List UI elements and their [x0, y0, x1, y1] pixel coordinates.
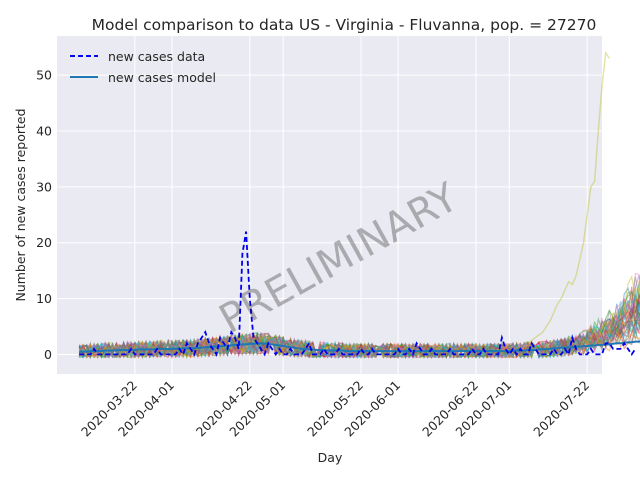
- chart-title: Model comparison to data US - Virginia -…: [92, 16, 597, 34]
- data-line: [79, 231, 637, 357]
- y-axis-label: Number of new cases reported: [13, 108, 28, 301]
- ensemble-run-line: [79, 280, 640, 360]
- ensemble-run-line: [78, 281, 640, 360]
- ensemble-run-line: [78, 323, 640, 359]
- ensemble-run-line: [78, 320, 640, 360]
- y-tick-label: 10: [36, 291, 52, 306]
- ensemble-run-line: [78, 293, 640, 360]
- ensemble-run-line: [79, 305, 640, 360]
- ensemble-run-line: [78, 323, 640, 360]
- ensemble-run-line: [78, 308, 640, 360]
- x-tick-label: 2020-07-22: [530, 378, 592, 440]
- ensemble-run-line: [78, 272, 640, 359]
- y-tick-label: 40: [36, 123, 52, 138]
- ensemble-run-line: [78, 318, 640, 359]
- ensemble-run-line: [78, 321, 640, 360]
- ensemble-run-line: [78, 308, 640, 360]
- ensemble-run-line: [78, 321, 640, 360]
- y-tick-label: 30: [36, 179, 52, 194]
- legend: new cases data new cases model: [70, 49, 216, 85]
- x-axis-label: Day: [318, 450, 343, 465]
- ensemble-run-line: [78, 308, 640, 359]
- legend-model-label: new cases model: [108, 70, 216, 85]
- ensemble-run-line: [78, 292, 640, 360]
- ensemble-run-line: [78, 300, 640, 360]
- y-tick-label: 20: [36, 235, 52, 250]
- ensemble-run-line: [79, 304, 640, 360]
- model-line: [79, 340, 640, 353]
- legend-data-label: new cases data: [108, 49, 205, 64]
- y-tick-label: 50: [36, 68, 52, 83]
- ensemble-outlier-line: [527, 50, 611, 344]
- ensemble-run-line: [78, 307, 640, 360]
- y-tick-label: 0: [44, 347, 52, 362]
- ensemble-run-line: [79, 286, 640, 360]
- ensemble-run-line: [79, 285, 640, 360]
- ensemble-run-line: [79, 300, 640, 360]
- ensemble-run-line: [78, 293, 640, 359]
- ensemble-run-line: [79, 292, 640, 359]
- plot-background: [57, 36, 602, 374]
